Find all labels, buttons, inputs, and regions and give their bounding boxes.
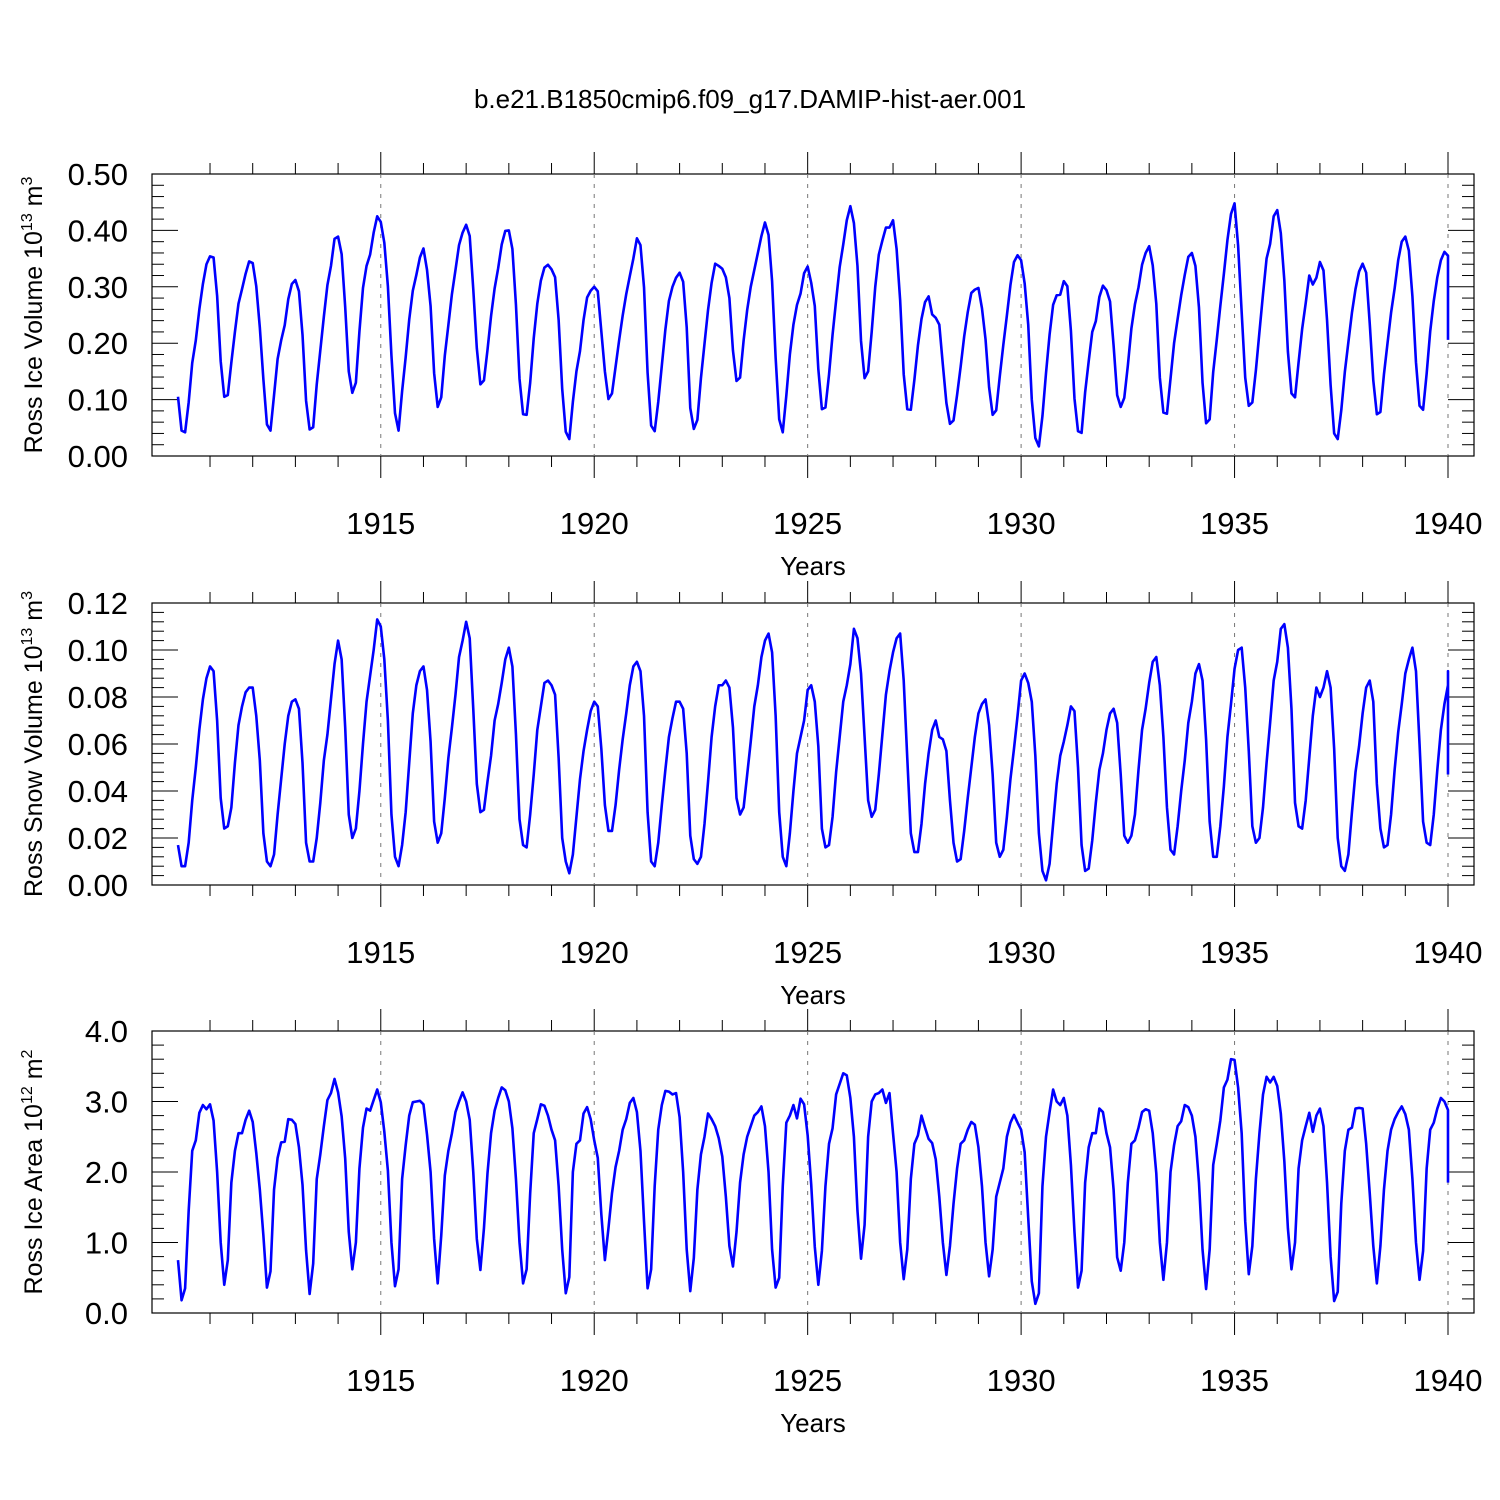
y-tick-label: 0.08	[68, 680, 128, 715]
x-tick-label: 1940	[1414, 506, 1483, 541]
y-tick-label: 0.30	[68, 270, 128, 305]
y-tick-label: 2.0	[85, 1155, 128, 1190]
panel-3: 1915 1920 1925 1930 1935 1940 Years 0.0 1.0 2.0 3.…	[19, 1009, 1482, 1438]
x-tick-label: 1940	[1414, 935, 1483, 970]
x-tick-label: 1920	[560, 506, 629, 541]
y-axis-label-main: Ross Ice Volume 10	[20, 231, 48, 453]
y-axis-label-exp: 12	[19, 1086, 36, 1104]
x-tick-label: 1935	[1200, 506, 1269, 541]
x-tick-label: 1920	[560, 1363, 629, 1398]
panel-1: 1915 1920 1925 1930 1935 1940 Years 0.00 0.10 0.2…	[19, 152, 1482, 581]
y-axis-label-unit: m	[20, 185, 48, 213]
y-axis-label-unit-exp: 2	[19, 1049, 36, 1058]
y-axis-label-unit-exp: 3	[19, 176, 36, 185]
y-tick-label: 0.10	[68, 633, 128, 668]
y-tick-label: 0.0	[85, 1296, 128, 1331]
y-axis-label: Ross Ice Volume 1013 m3	[19, 176, 48, 453]
x-tick-label: 1925	[773, 935, 842, 970]
y-tick-label: 0.00	[68, 868, 128, 903]
y-tick-label: 0.12	[68, 586, 128, 621]
y-axis-label-main: Ross Snow Volume 10	[20, 645, 48, 897]
y-tick-label: 0.06	[68, 727, 128, 762]
x-axis-label: Years	[780, 551, 846, 581]
x-tick-label: 1935	[1200, 1363, 1269, 1398]
x-tick-label: 1930	[987, 506, 1056, 541]
series-line	[176, 202, 1450, 448]
y-axis-label: Ross Snow Volume 1013 m3	[19, 591, 48, 897]
y-tick-label: 4.0	[85, 1014, 128, 1049]
y-axis-label-exp: 13	[19, 213, 36, 231]
x-tick-label: 1925	[773, 1363, 842, 1398]
x-tick-label: 1915	[346, 1363, 415, 1398]
x-tick-label: 1915	[346, 506, 415, 541]
y-axis-label-exp: 13	[19, 628, 36, 646]
x-tick-label: 1940	[1414, 1363, 1483, 1398]
y-axis-label-unit-exp: 3	[19, 591, 36, 600]
series-line	[176, 618, 1450, 882]
x-tick-label: 1930	[987, 1363, 1056, 1398]
plot-frame	[151, 173, 1475, 457]
y-tick-label: 3.0	[85, 1085, 128, 1120]
x-tick-label: 1915	[346, 935, 415, 970]
y-tick-label: 0.40	[68, 213, 128, 248]
x-tick-label: 1920	[560, 935, 629, 970]
y-tick-label: 0.00	[68, 439, 128, 474]
figure-title: b.e21.B1850cmip6.f09_g17.DAMIP-hist-aer.…	[473, 84, 1027, 114]
y-axis-label: Ross Ice Area 1012 m2	[19, 1049, 48, 1294]
x-tick-label: 1930	[987, 935, 1056, 970]
y-axis-label-main: Ross Ice Area 10	[20, 1104, 48, 1294]
x-tick-label: 1925	[773, 506, 842, 541]
y-tick-label: 0.50	[68, 157, 128, 192]
x-axis-label: Years	[780, 1408, 846, 1438]
y-tick-label: 0.04	[68, 774, 128, 809]
y-axis-label-unit: m	[20, 600, 48, 628]
x-tick-label: 1935	[1200, 935, 1269, 970]
y-axis-label-unit: m	[20, 1058, 48, 1086]
plot-frame	[151, 1030, 1475, 1314]
y-tick-label: 0.20	[68, 326, 128, 361]
y-tick-label: 1.0	[85, 1226, 128, 1261]
series-line	[176, 1057, 1450, 1306]
panel-2: 1915 1920 1925 1930 1935 1940 Years 0.00 0.02 0.0…	[19, 581, 1482, 1010]
y-tick-label: 0.02	[68, 821, 128, 856]
plot-frame	[151, 602, 1475, 886]
x-axis-label: Years	[780, 980, 846, 1010]
y-tick-label: 0.10	[68, 383, 128, 418]
